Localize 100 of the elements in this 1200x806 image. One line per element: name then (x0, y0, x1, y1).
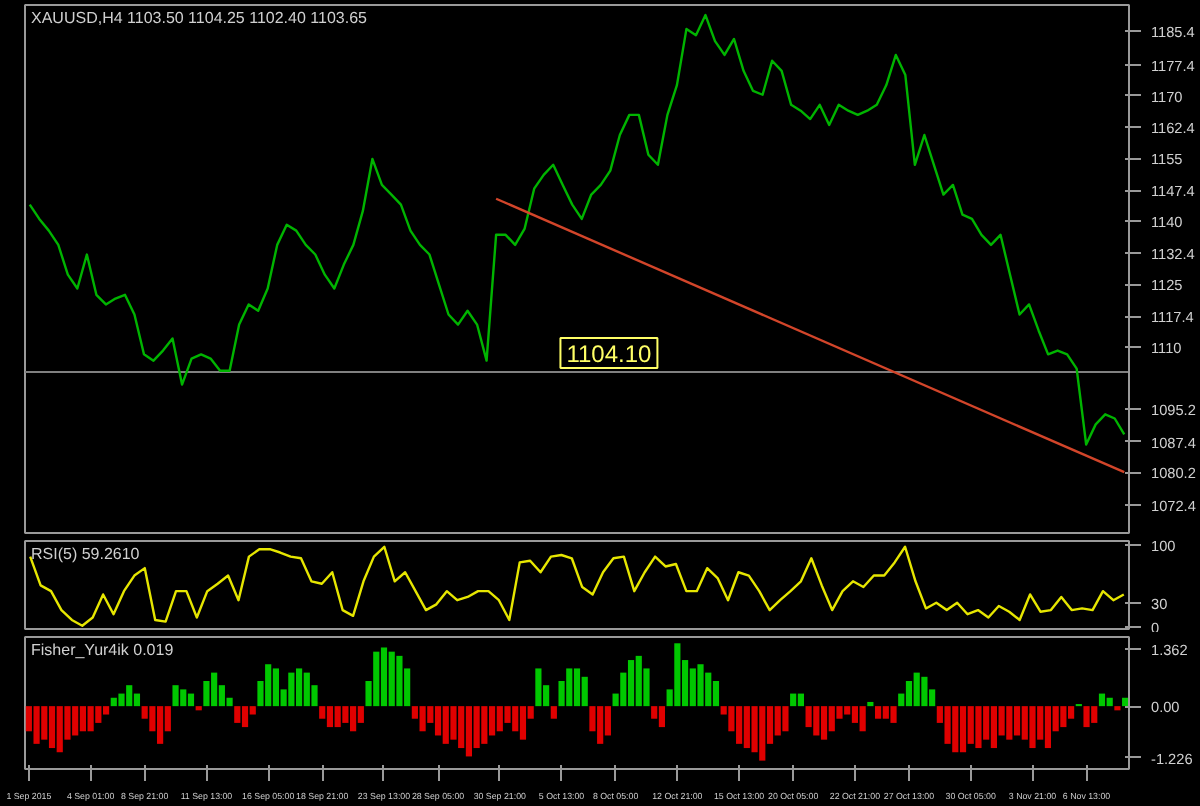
bar (203, 681, 210, 707)
bar (697, 664, 704, 707)
bar (851, 706, 859, 723)
chart-title: RSI(5) 59.2610 (31, 545, 141, 563)
bar (319, 706, 326, 719)
bar (566, 668, 573, 707)
bar (689, 668, 696, 707)
bar (1068, 706, 1075, 719)
bar (458, 706, 465, 749)
line-series (28, 13, 1126, 446)
bar (110, 697, 117, 707)
bar (481, 706, 488, 744)
bar (442, 706, 449, 744)
bar (944, 706, 951, 744)
bar (450, 706, 457, 740)
bar (488, 706, 496, 736)
bar (211, 672, 218, 707)
bar (581, 676, 588, 707)
bar (41, 706, 48, 740)
bar (79, 706, 86, 732)
bar (295, 668, 303, 707)
bar (241, 706, 249, 728)
bar (759, 706, 766, 761)
bar (604, 706, 611, 736)
bar (1106, 697, 1113, 707)
bar (72, 706, 79, 736)
bar (133, 693, 141, 707)
bar (705, 672, 712, 707)
bar (1013, 706, 1021, 736)
bar (434, 706, 442, 736)
bar (651, 706, 658, 719)
bar (1091, 706, 1098, 723)
bar (342, 706, 349, 723)
bar (627, 660, 635, 707)
bar (674, 643, 681, 707)
bar (373, 651, 380, 707)
bar (272, 668, 279, 707)
line-series (29, 545, 1125, 627)
bar (890, 706, 897, 723)
bar (326, 706, 334, 728)
bar (56, 706, 63, 753)
bar (736, 706, 743, 744)
bar (952, 706, 959, 753)
bar (967, 706, 974, 744)
bar (1021, 706, 1028, 740)
bar (658, 706, 666, 728)
bar (95, 706, 102, 723)
bar (1006, 706, 1013, 740)
bar (519, 706, 527, 740)
bar (496, 706, 503, 732)
bar (1083, 706, 1090, 728)
bar (187, 693, 195, 707)
bar (1098, 693, 1106, 707)
bar (550, 706, 557, 719)
bar (334, 706, 341, 728)
bar (465, 706, 472, 757)
bar (1044, 706, 1052, 749)
bar (288, 672, 295, 707)
bar (867, 701, 874, 707)
bar (504, 706, 511, 723)
bar (33, 706, 40, 744)
bar (990, 706, 997, 749)
bar (265, 664, 272, 707)
bar (48, 706, 56, 749)
bar (959, 706, 967, 753)
bar (921, 676, 928, 707)
bar (1122, 697, 1129, 707)
bar (573, 668, 581, 707)
bar (774, 706, 781, 736)
bar (380, 647, 388, 707)
chart-title: Fisher_Yur4ik 0.019 (31, 641, 175, 659)
bar (743, 706, 750, 749)
bar (882, 706, 889, 719)
ref-line-label: 1104.10 (566, 339, 653, 368)
bar (357, 706, 364, 723)
bar (828, 706, 835, 732)
bar (905, 681, 913, 707)
bar (797, 693, 804, 707)
bar (1029, 706, 1036, 749)
bar (913, 672, 920, 707)
bar (180, 689, 187, 707)
bar (535, 668, 542, 707)
bar (473, 706, 480, 749)
bar (597, 706, 604, 744)
bar (512, 706, 519, 732)
bar (983, 706, 990, 740)
bar (813, 706, 820, 736)
chart-title: XAUUSD,H4 1103.50 1104.25 1102.40 1103.65 (31, 9, 369, 27)
bar (388, 651, 395, 707)
bar (102, 706, 110, 715)
bar (844, 706, 851, 715)
bar (350, 706, 357, 732)
bar (859, 706, 866, 732)
bar (820, 706, 828, 740)
bar (87, 706, 94, 732)
bar (790, 693, 797, 707)
bar (172, 685, 179, 707)
bar (126, 685, 133, 707)
bar (396, 655, 403, 707)
bar (303, 672, 310, 707)
